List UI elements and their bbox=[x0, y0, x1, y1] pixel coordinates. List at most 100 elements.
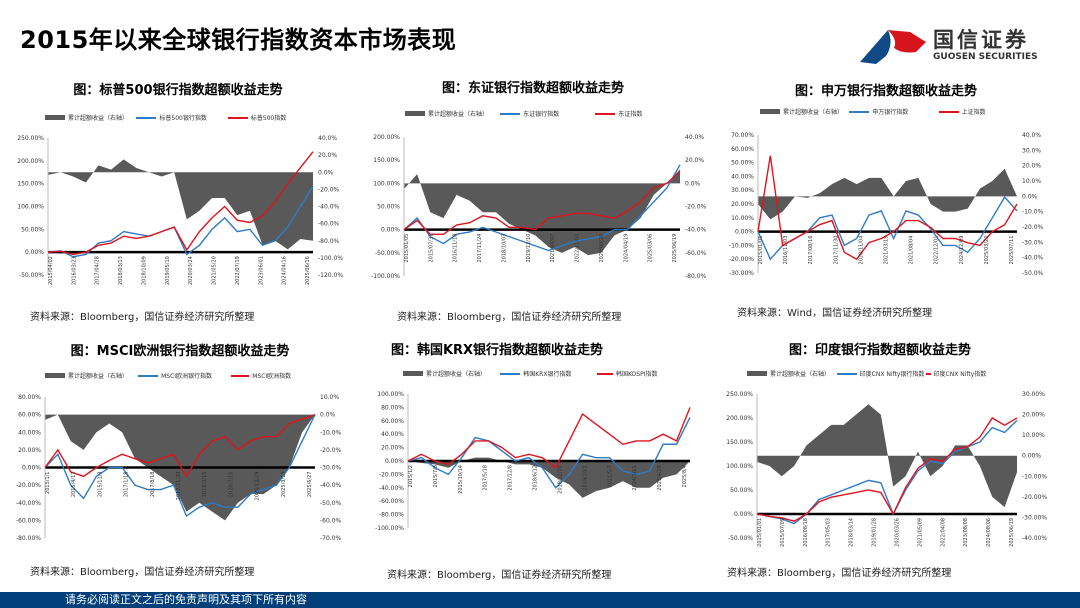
x-tick-label: 2025/4/28 bbox=[657, 465, 663, 491]
y2-tick-label: 40.0% bbox=[685, 134, 704, 141]
y2-tick-label: -70.0% bbox=[320, 535, 342, 542]
excess-return-area bbox=[757, 404, 1017, 508]
x-tick-label: 2025/6/27 bbox=[307, 472, 313, 498]
y2-tick-label: 40.0% bbox=[318, 135, 337, 142]
y2-tick-label: -80.0% bbox=[685, 273, 707, 280]
x-tick-label: 2024/04/16 bbox=[282, 256, 288, 285]
legend-label: 累计超额收益（右轴） bbox=[426, 371, 487, 378]
y-tick-label: 100.00% bbox=[726, 463, 753, 470]
index-index-line bbox=[407, 407, 691, 469]
y2-tick-label: -20.00% bbox=[1022, 494, 1047, 501]
legend-item: 韩国KOSPI指数 bbox=[597, 369, 657, 378]
y-tick-label: -100.00% bbox=[375, 525, 404, 532]
excess-return-area bbox=[404, 169, 680, 256]
legend-label: 标普500银行指数 bbox=[159, 115, 207, 122]
x-tick-label: 2023/06/01 bbox=[258, 256, 264, 285]
x-tick-label: 2025/06/19 bbox=[672, 234, 678, 263]
x-tick-label: 2023/08/08 bbox=[963, 518, 969, 547]
x-tick-label: 2020/03/24 bbox=[188, 256, 194, 285]
legend-item: 累计超额收益（右轴） bbox=[405, 109, 500, 118]
x-tick-label: 2024/04/19 bbox=[623, 234, 629, 263]
y2-tick-label: 10.00% bbox=[1022, 432, 1045, 439]
y2-tick-label: -20.0% bbox=[318, 186, 340, 193]
x-tick-label: 2018/03/13 bbox=[118, 256, 124, 285]
y-tick-label: 150.00% bbox=[726, 439, 753, 446]
y2-tick-label: -10.0% bbox=[320, 429, 342, 436]
y-tick-label: 200.00% bbox=[373, 134, 400, 141]
x-tick-label: 2020/7/15 bbox=[228, 472, 234, 498]
y-tick-label: -30.00% bbox=[729, 270, 754, 277]
legend-item: 累计超额收益（右轴） bbox=[403, 369, 500, 378]
y2-tick-label: -80.0% bbox=[318, 238, 340, 245]
y-tick-label: 50.00% bbox=[731, 160, 754, 167]
y-tick-label: -80.00% bbox=[379, 512, 404, 519]
x-tick-label: 2017/04/28 bbox=[95, 256, 101, 285]
y-tick-label: 20.00% bbox=[381, 445, 404, 452]
x-tick-label: 2015/04/02 bbox=[48, 256, 54, 285]
chart-title: 图：MSCI欧洲银行指数超额收益走势 bbox=[70, 344, 290, 359]
y2-tick-label: -60.0% bbox=[318, 221, 340, 228]
x-tick-label: 2024/12/09 bbox=[959, 236, 965, 265]
y2-tick-label: -10.0% bbox=[1022, 209, 1044, 216]
legend-item: 标普500银行指数 bbox=[136, 113, 227, 122]
legend-label: 累计超额收益（右轴） bbox=[770, 371, 831, 378]
legend-label: 韩国KRX银行指数 bbox=[523, 371, 572, 378]
chart-source: 资料来源：Bloomberg，国信证券经济研究所整理 bbox=[30, 567, 255, 578]
bank-index-line bbox=[44, 414, 316, 518]
x-tick-label: 2015/11/3 bbox=[97, 472, 103, 498]
chart-source: 资料来源：Bloomberg，国信证券经济研究所整理 bbox=[727, 568, 952, 579]
y-tick-label: -20.00% bbox=[16, 482, 41, 489]
legend-item: 印度CNX Nifty银行指数 bbox=[836, 369, 927, 378]
legend-swatch bbox=[938, 110, 959, 113]
legend-label: 累计超额收益（右轴） bbox=[68, 373, 129, 380]
y2-tick-label: 0.0% bbox=[685, 180, 701, 187]
legend-item: 韩国KRX银行指数 bbox=[500, 369, 597, 378]
x-tick-label: 2017/11/24 bbox=[477, 234, 483, 263]
excess-return-area bbox=[48, 159, 313, 250]
chart-legend: 累计超额收益（右轴） 东证银行指数 东证指数 bbox=[405, 109, 655, 118]
x-tick-label: 2022/04/08 bbox=[940, 518, 946, 547]
y-tick-label: -60.00% bbox=[16, 517, 41, 524]
y2-tick-label: 30.0% bbox=[1022, 147, 1041, 154]
x-tick-label: 2019/05/10 bbox=[165, 256, 171, 285]
y-tick-label: -10.00% bbox=[729, 242, 754, 249]
x-tick-label: 2020/12/29 bbox=[255, 472, 261, 501]
legend-swatch bbox=[595, 112, 616, 115]
x-tick-label: 2016/03/21 bbox=[71, 256, 77, 285]
guosen-logo: 国信证券 GUOSEN SECURITIES bbox=[858, 22, 1058, 66]
x-tick-label: 2018/3/15 bbox=[202, 472, 208, 498]
y-tick-label: -20.00% bbox=[379, 471, 404, 478]
legend-swatch bbox=[136, 116, 157, 119]
chart-title: 图：申万银行指数超额收益走势 bbox=[794, 84, 978, 99]
x-tick-label: 2021/05/09 bbox=[917, 518, 923, 547]
index-index-line bbox=[44, 413, 316, 478]
y-tick-label: 50.00% bbox=[377, 204, 400, 211]
legend-item: 上证指数 bbox=[938, 107, 999, 116]
y-tick-label: -40.00% bbox=[16, 500, 41, 507]
legend-label: 申万银行指数 bbox=[872, 109, 909, 116]
legend-item: 累计超额收益（右轴） bbox=[747, 369, 837, 378]
legend-swatch bbox=[760, 109, 780, 114]
y-tick-label: 0.00% bbox=[734, 511, 753, 518]
x-tick-label: 2018/10/09 bbox=[141, 256, 147, 285]
legend-swatch bbox=[231, 374, 250, 377]
y-tick-label: 100.00% bbox=[17, 204, 44, 211]
y-tick-label: 0.00% bbox=[385, 458, 404, 465]
footer-disclaimer: 请务必阅读正文之后的免责声明及其项下所有内容 bbox=[0, 592, 1080, 608]
y2-tick-label: -120.0% bbox=[318, 272, 343, 279]
logo-mark-icon bbox=[860, 30, 926, 64]
logo-text-cn: 国信证券 bbox=[933, 28, 1029, 52]
y2-tick-label: -50.0% bbox=[320, 500, 342, 507]
chart-source: 资料来源：Wind，国信证券经济研究所整理 bbox=[737, 308, 933, 319]
y-tick-label: 100.00% bbox=[373, 180, 400, 187]
x-tick-label: 2015/1/1 bbox=[45, 472, 51, 494]
legend-label: 印度CNX Nifty银行指数 bbox=[859, 371, 925, 378]
page-title: 2015年以来全球银行指数资本市场表现 bbox=[20, 26, 457, 54]
chart-source: 资料来源：Bloomberg，国信证券经济研究所整理 bbox=[397, 312, 622, 323]
x-tick-label: 2022/07/19 bbox=[235, 256, 241, 285]
chart-title: 图：东证银行指数超额收益走势 bbox=[441, 81, 625, 96]
legend-item: 累计超额收益（右轴） bbox=[45, 113, 136, 122]
x-tick-label: 2024/08/06 bbox=[986, 518, 992, 547]
x-tick-label: 2015/07/31 bbox=[428, 234, 434, 263]
